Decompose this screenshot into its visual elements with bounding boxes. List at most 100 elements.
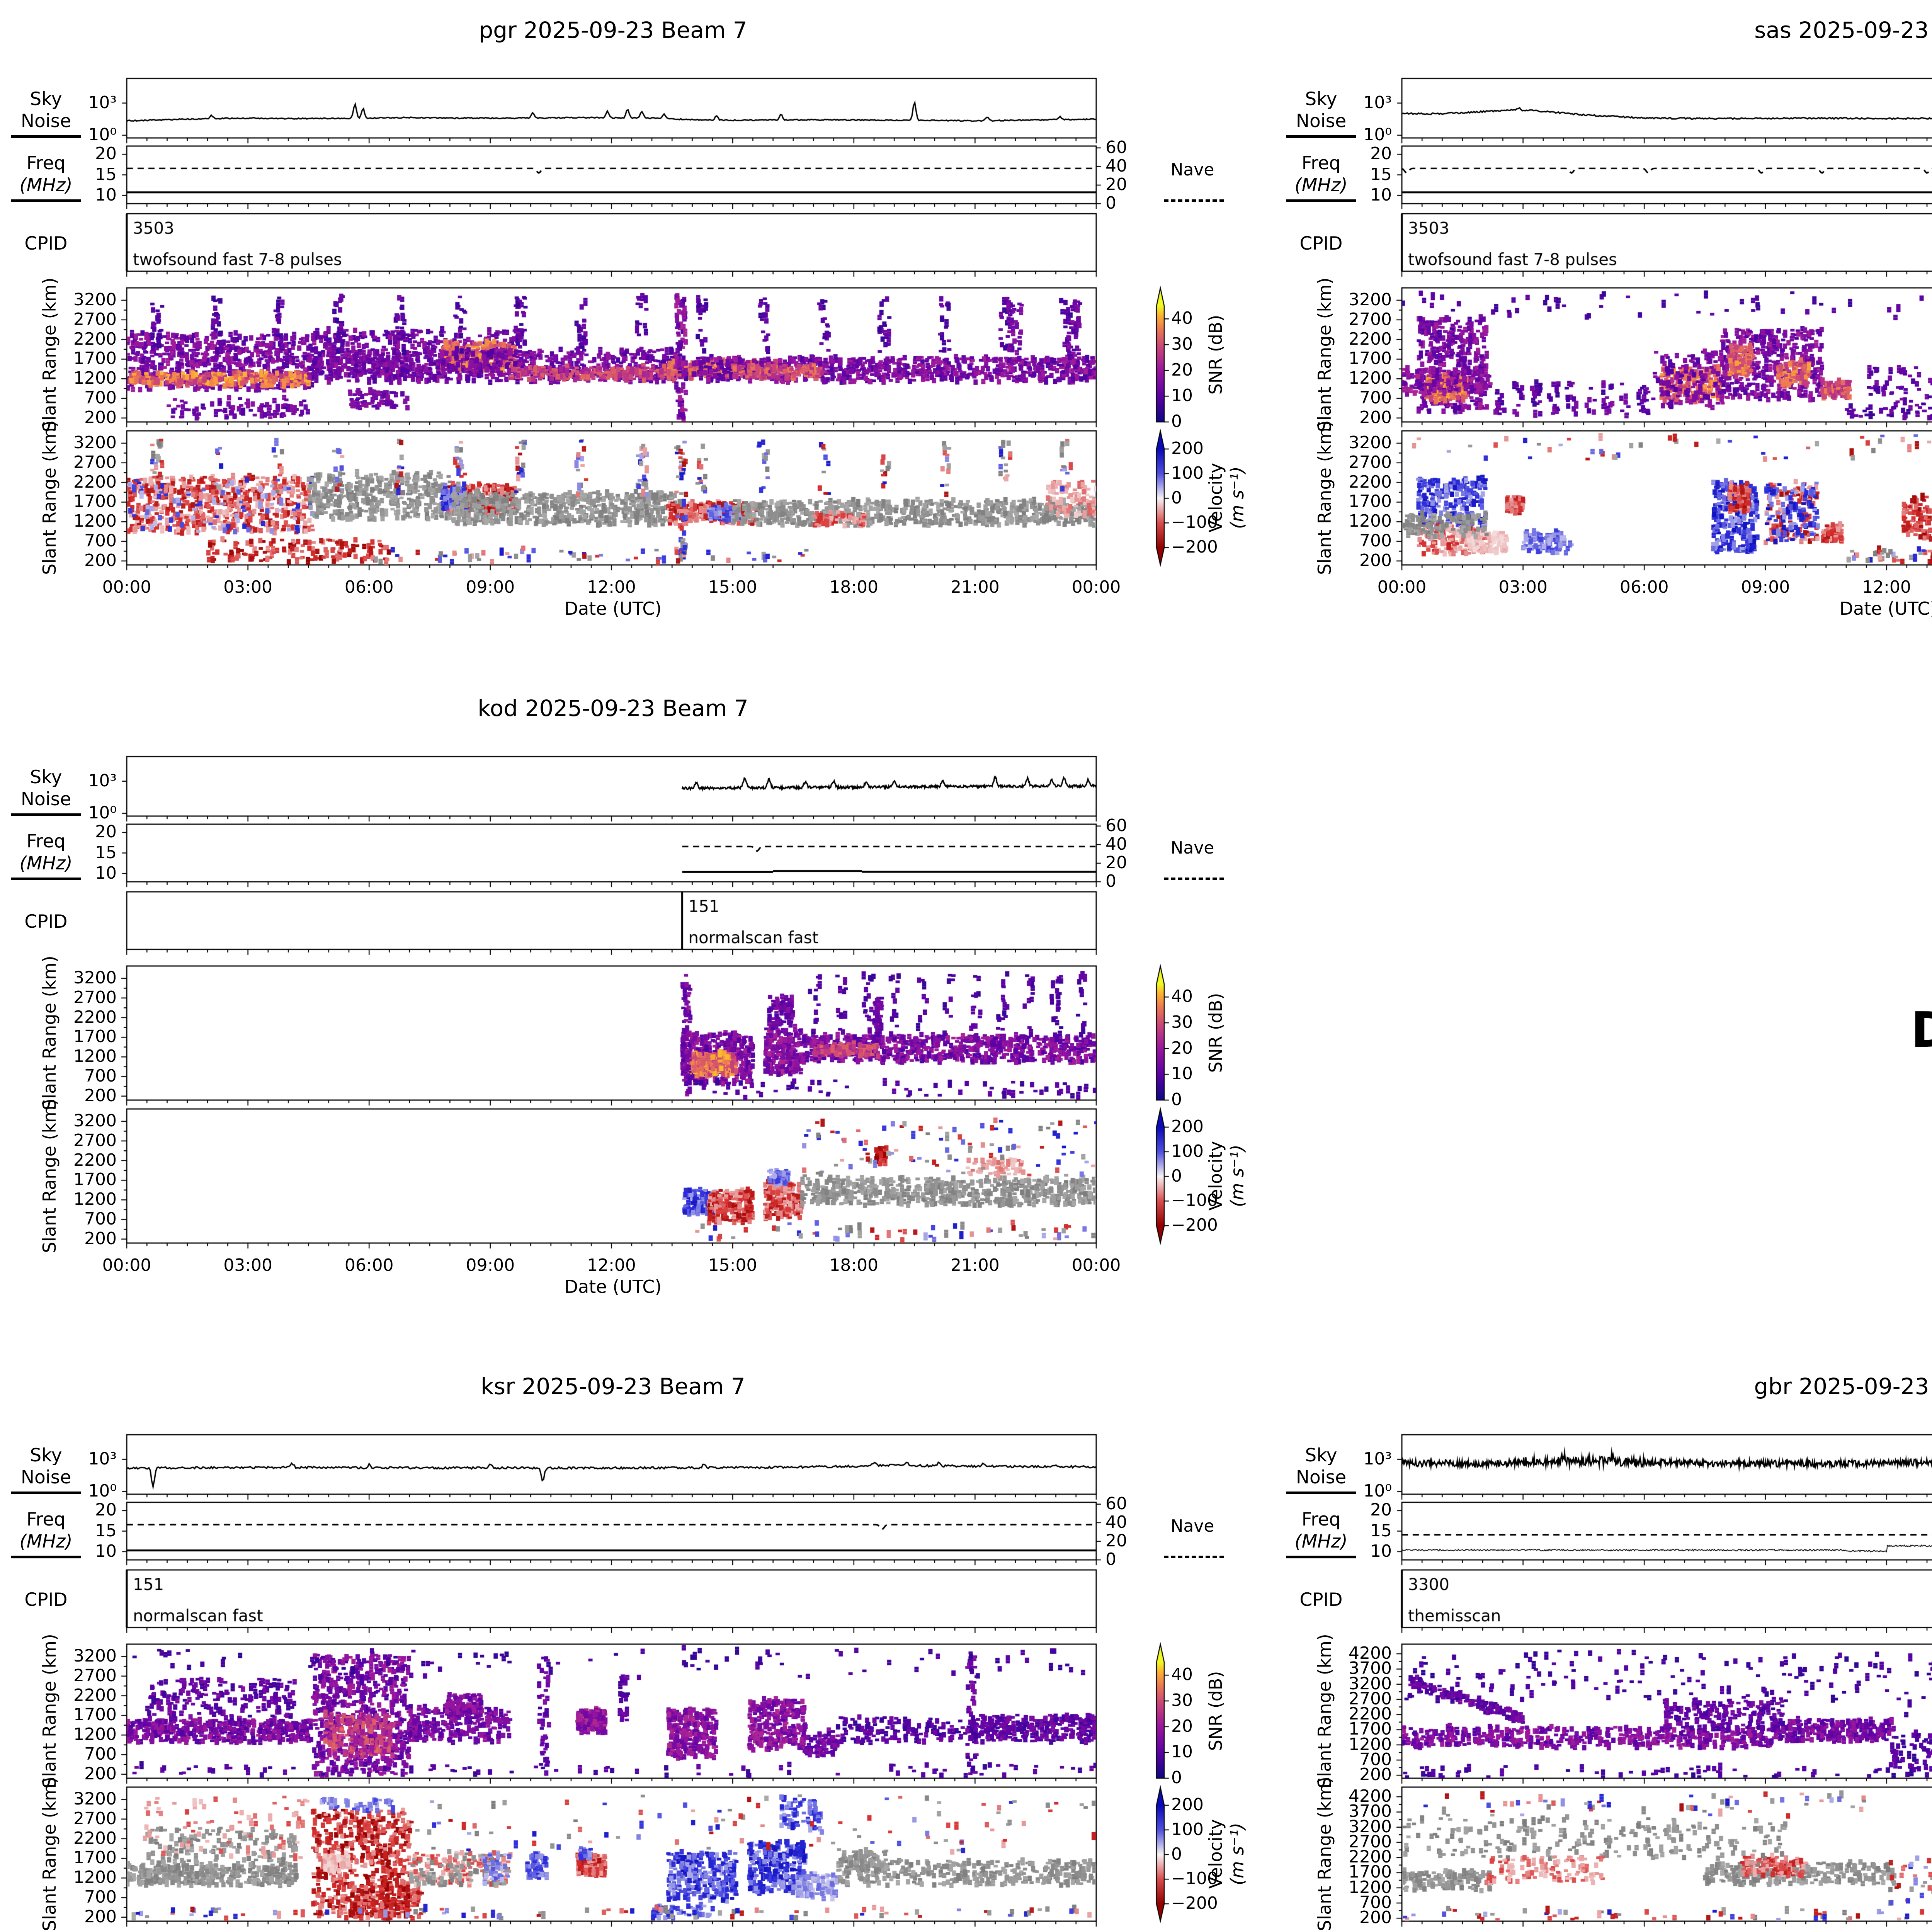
tick-label: 18:00 xyxy=(829,1255,879,1275)
kod-snr-colorbar xyxy=(1153,963,1183,1103)
cpid-axis-label: CPID xyxy=(1299,233,1343,254)
velocity-colorbar-label: Velocity xyxy=(1205,463,1226,533)
date-axis-label: Date (UTC) xyxy=(564,1276,662,1297)
tick-label: 03:00 xyxy=(223,1255,273,1275)
data-unavailable-text: Data unavailable for kap xyxy=(1911,1002,1932,1058)
freq-axis-label: Freq (MHz) xyxy=(11,1509,81,1558)
velocity-colorbar-units: (m s⁻¹) xyxy=(1227,466,1248,529)
kod-frequency-plot xyxy=(119,816,1104,889)
freq-axis-label: Freq (MHz) xyxy=(11,152,81,202)
tick-label: 60 xyxy=(1105,137,1127,157)
tick-label: 18:00 xyxy=(829,577,879,597)
ksr-snr-colorbar xyxy=(1153,1641,1183,1781)
gbr-frequency-plot xyxy=(1394,1495,1932,1568)
pgr-snr-plot xyxy=(119,280,1104,430)
freq-axis-label: Freq (MHz) xyxy=(1286,1509,1356,1558)
tick-label: 12:00 xyxy=(587,1255,636,1275)
freq-axis-label: Freq (MHz) xyxy=(1286,152,1356,202)
tick-label: 06:00 xyxy=(344,1255,394,1275)
slant-range-label-velocity: Slant Range (km) xyxy=(1314,1777,1335,1931)
panel-title: sas 2025-09-23 Beam 7 xyxy=(1754,17,1932,43)
nave-legend-label: Nave xyxy=(1170,1516,1214,1536)
velocity-colorbar-label: Velocity xyxy=(1205,1819,1226,1889)
pgr-sky-noise-plot xyxy=(119,71,1104,146)
tick-label: 21:00 xyxy=(950,577,1000,597)
sas-snr-plot xyxy=(1394,280,1932,430)
panel-title: kod 2025-09-23 Beam 7 xyxy=(478,695,748,721)
radar-panel-kod: kod 2025-09-23 Beam 7 Sky Noise Freq (MHz)… xyxy=(0,678,1275,1356)
gbr-velocity-plot xyxy=(1394,1779,1932,1929)
panel-title: pgr 2025-09-23 Beam 7 xyxy=(479,17,747,43)
ksr-frequency-plot xyxy=(119,1495,1104,1568)
sky-noise-axis-label: Sky Noise xyxy=(11,766,81,816)
tick-label: 15:00 xyxy=(708,577,757,597)
date-axis-label: Date (UTC) xyxy=(564,598,662,619)
panel-title: ksr 2025-09-23 Beam 7 xyxy=(481,1373,745,1400)
tick-label: 06:00 xyxy=(1619,577,1669,597)
tick-label: 00:00 xyxy=(102,577,151,597)
sky-noise-axis-label: Sky Noise xyxy=(1286,1444,1356,1494)
tick-label: 15:00 xyxy=(708,1255,757,1275)
radar-panel-kap-unavailable: Data unavailable for kap xyxy=(1275,678,1932,1356)
tick-label: 60 xyxy=(1105,1493,1127,1514)
cpid-axis-label: CPID xyxy=(24,233,68,254)
nave-legend-label: Nave xyxy=(1170,160,1214,180)
kod-snr-plot xyxy=(119,958,1104,1108)
pgr-snr-colorbar xyxy=(1153,285,1183,425)
tick-label: 12:00 xyxy=(1862,577,1911,597)
pgr-velocity-colorbar xyxy=(1153,428,1183,568)
nave-legend-label: Nave xyxy=(1170,838,1214,858)
sas-velocity-plot xyxy=(1394,423,1932,573)
cpid-axis-label: CPID xyxy=(24,1589,68,1611)
kod-velocity-colorbar xyxy=(1153,1106,1183,1246)
tick-label: 00:00 xyxy=(1071,577,1121,597)
freq-axis-label: Freq (MHz) xyxy=(11,830,81,880)
slant-range-label-velocity: Slant Range (km) xyxy=(39,1777,60,1931)
sky-noise-axis-label: Sky Noise xyxy=(11,88,81,138)
tick-label: 03:00 xyxy=(1498,577,1548,597)
pgr-frequency-plot xyxy=(119,138,1104,211)
ksr-cpid-plot xyxy=(119,1562,1104,1635)
kod-cpid-plot xyxy=(119,884,1104,957)
radar-panel-ksr: ksr 2025-09-23 Beam 7 Sky Noise Freq (MHz)… xyxy=(0,1356,1275,1932)
nave-legend-dash xyxy=(1164,199,1224,202)
date-axis-label: Date (UTC) xyxy=(1839,598,1932,619)
slant-range-label-velocity: Slant Range (km) xyxy=(39,1099,60,1253)
velocity-colorbar-label: Velocity xyxy=(1205,1141,1226,1211)
tick-label: 60 xyxy=(1105,815,1127,835)
tick-label: 09:00 xyxy=(466,1255,515,1275)
velocity-colorbar-units: (m s⁻¹) xyxy=(1227,1145,1248,1208)
gbr-snr-plot xyxy=(1394,1636,1932,1786)
tick-label: 00:00 xyxy=(102,1255,151,1275)
pgr-velocity-plot xyxy=(119,423,1104,573)
nave-legend-dash xyxy=(1164,1556,1224,1558)
cpid-axis-label: CPID xyxy=(24,911,68,932)
kod-velocity-plot xyxy=(119,1101,1104,1251)
tick-label: 0 xyxy=(1105,193,1116,213)
tick-label: 00:00 xyxy=(1377,577,1427,597)
ksr-velocity-colorbar xyxy=(1153,1784,1183,1924)
sas-sky-noise-plot xyxy=(1394,71,1932,146)
gbr-cpid-plot xyxy=(1394,1562,1932,1635)
tick-label: 09:00 xyxy=(1741,577,1790,597)
tick-label: 06:00 xyxy=(344,577,394,597)
radar-panel-pgr: pgr 2025-09-23 Beam 7 Sky Noise Freq (MHz)… xyxy=(0,0,1275,678)
gbr-sky-noise-plot xyxy=(1394,1427,1932,1502)
sas-frequency-plot xyxy=(1394,138,1932,211)
slant-range-label-velocity: Slant Range (km) xyxy=(39,420,60,575)
ksr-snr-plot xyxy=(119,1636,1104,1786)
sas-cpid-plot xyxy=(1394,206,1932,279)
sky-noise-axis-label: Sky Noise xyxy=(11,1444,81,1494)
slant-range-label-velocity: Slant Range (km) xyxy=(1314,420,1335,575)
tick-label: 12:00 xyxy=(587,577,636,597)
tick-label: 0 xyxy=(1105,871,1116,891)
tick-label: 09:00 xyxy=(466,577,515,597)
tick-label: 00:00 xyxy=(1071,1255,1121,1275)
pgr-cpid-plot xyxy=(119,206,1104,279)
cpid-axis-label: CPID xyxy=(1299,1589,1343,1611)
panel-title: gbr 2025-09-23 Beam 7 xyxy=(1754,1373,1932,1400)
kod-sky-noise-plot xyxy=(119,749,1104,824)
